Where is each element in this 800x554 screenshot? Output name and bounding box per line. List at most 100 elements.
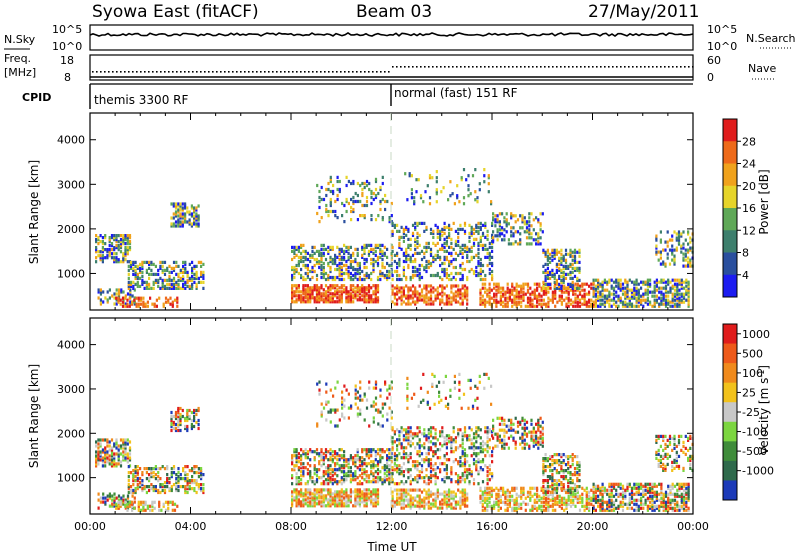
power-cell: [117, 244, 120, 248]
velocity-cell: [358, 460, 361, 464]
power-cell: [583, 296, 586, 300]
velocity-cell: [425, 452, 428, 456]
power-cell: [630, 292, 634, 296]
power-cell: [191, 270, 194, 274]
velocity-cell: [427, 452, 430, 456]
velocity-cell: [318, 462, 321, 466]
power-cell: [300, 251, 303, 255]
power-cell: [508, 288, 511, 292]
velocity-cell: [322, 474, 325, 478]
power-cell: [113, 248, 116, 252]
velocity-cell: [297, 492, 300, 496]
cpid-mode-1: themis 3300 RF: [94, 93, 188, 107]
velocity-cell: [113, 460, 116, 464]
freq-dot: [200, 71, 202, 73]
power-cell: [177, 278, 180, 282]
power-cell: [293, 300, 296, 304]
power-cell: [488, 245, 491, 249]
power-cell: [486, 255, 489, 259]
velocity-cell: [293, 464, 296, 468]
power-cell: [484, 300, 487, 304]
power-cell: [528, 224, 531, 228]
velocity-cell: [172, 420, 175, 425]
velocity-cell: [322, 406, 326, 410]
velocity-cell: [336, 496, 339, 500]
power-cell: [475, 229, 478, 233]
velocity-cell: [405, 436, 408, 440]
velocity-cell: [97, 452, 100, 456]
velocity-cell: [166, 479, 169, 483]
velocity-cell: [393, 468, 396, 472]
freq-dot: [668, 66, 670, 68]
freq-dot: [360, 71, 362, 73]
power-cell: [560, 248, 563, 252]
power-cell: [567, 282, 570, 286]
power-cell: [129, 260, 133, 264]
velocity-cell: [136, 469, 139, 473]
velocity-cell: [106, 438, 109, 442]
power-cell: [431, 176, 434, 180]
velocity-cell: [443, 500, 446, 504]
velocity-cell: [374, 498, 377, 502]
velocity-cell: [416, 474, 419, 478]
power-cell: [491, 277, 494, 282]
velocity-cell: [341, 402, 344, 406]
power-cell: [122, 238, 125, 242]
power-cell: [439, 292, 442, 296]
velocity-cell: [113, 502, 116, 506]
power-cell: [102, 300, 105, 304]
velocity-cell: [354, 478, 357, 482]
velocity-cell: [124, 448, 127, 452]
power-cell: [521, 218, 524, 222]
power-cell: [635, 280, 638, 284]
velocity-cell: [186, 479, 189, 483]
power-cell: [193, 280, 196, 284]
power-cell: [309, 286, 312, 290]
power-cell: [329, 284, 332, 288]
velocity-cell: [334, 450, 337, 454]
power-cell: [145, 286, 148, 290]
power-cell: [381, 257, 384, 262]
power-cell: [409, 257, 412, 262]
power-cell: [583, 292, 586, 296]
freq-dot: [260, 71, 262, 73]
power-cell: [95, 246, 98, 250]
power-cell: [687, 302, 690, 306]
power-cell: [131, 294, 134, 298]
power-cell: [350, 218, 353, 222]
power-cell: [542, 270, 545, 274]
velocity-cell: [295, 464, 298, 468]
power-cell: [318, 296, 321, 300]
power-cell: [141, 282, 144, 286]
power-cell: [539, 222, 542, 226]
power-cell: [554, 292, 557, 296]
power-cell: [628, 298, 631, 302]
power-cell: [554, 296, 557, 300]
power-cell: [101, 242, 104, 246]
power-cell: [309, 269, 312, 274]
velocity-cell: [304, 456, 307, 460]
power-cell: [110, 248, 114, 252]
power-cell: [376, 300, 380, 304]
power-cell: [689, 248, 692, 252]
power-cell: [327, 300, 330, 304]
power-cell: [338, 253, 341, 257]
velocity-cell: [391, 494, 394, 498]
velocity-cell: [334, 462, 337, 466]
velocity-cell: [331, 502, 334, 506]
power-cell: [367, 273, 371, 278]
power-cell: [106, 298, 109, 302]
velocity-cell: [352, 458, 355, 462]
power-cell: [381, 197, 384, 202]
velocity-cell: [302, 470, 305, 474]
power-cell: [402, 300, 405, 304]
power-cell: [685, 284, 688, 288]
power-cell: [324, 271, 328, 276]
power-cell: [145, 260, 148, 264]
velocity-cell: [99, 458, 102, 462]
velocity-cell: [423, 496, 426, 500]
power-cell: [463, 288, 467, 292]
power-cell: [115, 236, 118, 240]
power-cell: [291, 286, 294, 290]
power-cell: [546, 250, 549, 254]
